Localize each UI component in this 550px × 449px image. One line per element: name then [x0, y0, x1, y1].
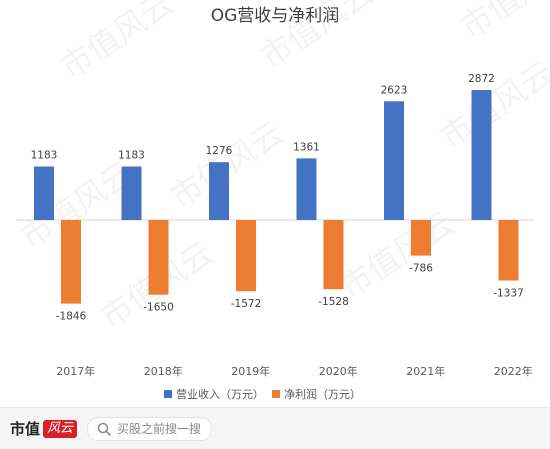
chart-container: OG营收与净利润 市值风云市值风云市值风云市值风云市值风云市值风云市值风云市值风… [13, 0, 550, 401]
revenue-value-label: 1183 [118, 150, 145, 162]
revenue-bar [296, 158, 317, 220]
search-icon [96, 421, 112, 437]
legend-swatch-revenue [164, 390, 172, 398]
x-tick-label: 2017年 [56, 364, 95, 378]
net-profit-value-label: -1528 [318, 296, 349, 308]
net-profit-value-label: -1337 [493, 288, 524, 300]
x-tick-label: 2019年 [231, 364, 270, 378]
net-profit-bar [236, 220, 256, 292]
revenue-value-label: 2623 [381, 84, 408, 96]
bar-chart: OG营收与净利润 市值风云市值风云市值风云市值风云市值风云市值风云市值风云市值风… [13, 0, 550, 401]
net-profit-bar [498, 220, 519, 281]
net-profit-bar [148, 220, 169, 295]
watermark-text: 市值风云 [53, 0, 180, 87]
revenue-value-label: 1361 [293, 141, 320, 153]
net-profit-bar [411, 220, 431, 256]
value-labels-group: 1183 -1846 1183 -1650 1276 -1572 1361 -1528 2623… [31, 73, 524, 323]
legend-label-net-profit: 净利润（万元） [284, 387, 361, 401]
net-profit-bar [61, 220, 81, 304]
chart-title: OG营收与净利润 [211, 6, 340, 26]
revenue-bar [121, 166, 142, 220]
revenue-bar [209, 162, 229, 220]
revenue-value-label: 1276 [206, 145, 233, 157]
watermark-text: 市值风云 [453, 0, 550, 47]
net-profit-value-label: -1572 [231, 298, 262, 310]
x-axis-labels: 2017年 2018年 2019年 2020年 2021年 2022年 [56, 364, 533, 378]
net-profit-value-label: -1846 [56, 311, 87, 323]
brand-logo: 风云 [43, 419, 78, 438]
watermark-text: 市值风云 [433, 54, 550, 157]
revenue-value-label: 1183 [31, 150, 58, 162]
revenue-value-label: 2872 [468, 73, 495, 85]
net-profit-value-label: -786 [409, 263, 433, 275]
legend-swatch-net-profit [272, 390, 280, 398]
revenue-bar [471, 90, 492, 220]
x-tick-label: 2020年 [319, 364, 358, 378]
watermark-layer: 市值风云市值风云市值风云市值风云市值风云市值风云市值风云市值风云 [13, 0, 550, 337]
net-profit-bar [323, 220, 344, 290]
revenue-bar [34, 166, 54, 220]
legend: 营业收入（万元） 净利润（万元） [164, 387, 361, 401]
x-tick-label: 2018年 [144, 364, 183, 378]
brand-name: 市值 [10, 420, 41, 438]
x-tick-label: 2021年 [406, 364, 445, 378]
search-placeholder: 买股之前搜一搜 [117, 422, 202, 436]
bars-group [34, 90, 519, 304]
legend-label-revenue: 营业收入（万元） [176, 387, 264, 401]
search-box[interactable]: 买股之前搜一搜 [87, 416, 213, 441]
footer-bar: 市值 风云 买股之前搜一搜 [0, 407, 550, 449]
brand[interactable]: 市值 风云 [10, 417, 78, 441]
x-tick-label: 2022年 [494, 364, 533, 378]
net-profit-value-label: -1650 [143, 302, 174, 314]
revenue-bar [384, 101, 404, 220]
